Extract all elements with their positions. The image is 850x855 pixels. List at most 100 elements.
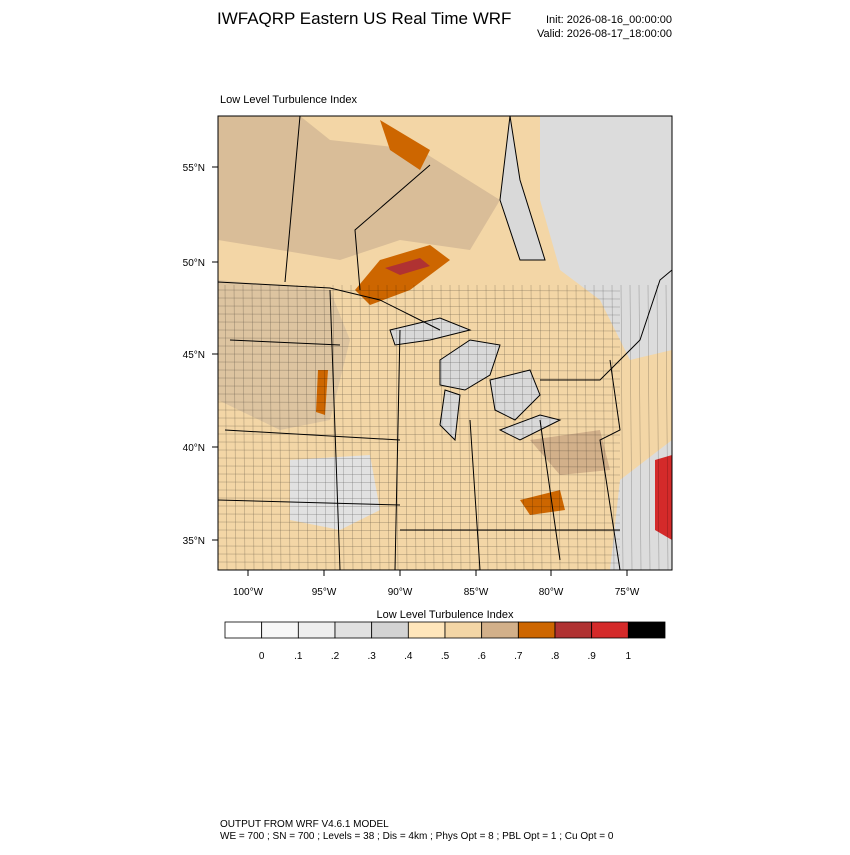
color-box	[481, 621, 519, 639]
color-box	[261, 621, 299, 639]
colorbar-label: .8	[551, 651, 560, 662]
map-axes: 55°N 50°N 45°N 40°N 35°N 100°W 95°W 90°W 85°W 80°…	[183, 163, 640, 598]
county-line	[350, 284, 354, 570]
county-line	[656, 284, 660, 570]
field-region	[290, 455, 380, 530]
county-line	[539, 284, 543, 570]
county-line	[218, 489, 621, 492]
county-line	[218, 329, 621, 332]
lon-label: 90°W	[388, 587, 413, 598]
map-frame	[217, 115, 673, 571]
county-line	[218, 361, 621, 364]
county-line	[593, 284, 597, 570]
county-line	[218, 513, 621, 516]
county-line	[218, 449, 621, 452]
county-line	[305, 284, 309, 570]
county-line	[278, 284, 282, 570]
colorbar-label: .5	[441, 651, 450, 662]
lake	[489, 369, 541, 421]
color-box	[224, 621, 263, 639]
county-line	[503, 284, 507, 570]
county-line	[218, 457, 621, 460]
field-region	[316, 370, 328, 415]
county-line	[218, 297, 621, 300]
field-region	[380, 120, 430, 170]
colorbar-label: .7	[514, 651, 523, 662]
county-line	[647, 284, 651, 570]
color-box	[407, 621, 446, 639]
county-line	[512, 284, 516, 570]
map-title: Low Level Turbulence Index	[220, 94, 357, 106]
county-line	[521, 284, 525, 570]
county-line	[485, 284, 489, 570]
county-line	[494, 284, 498, 570]
county-line	[218, 553, 621, 556]
county-line	[218, 401, 621, 404]
colorbar-title: Low Level Turbulence Index	[377, 609, 514, 621]
lon-label: 100°W	[233, 587, 264, 598]
county-line	[584, 284, 588, 570]
county-line	[269, 284, 273, 570]
county-line	[332, 284, 336, 570]
county-line	[314, 284, 318, 570]
color-box	[627, 621, 666, 639]
colorbar: 0 .1 .2 .3 .4 .5 .6 .7 .8 .9 1	[224, 621, 666, 662]
field-region	[655, 455, 672, 540]
colorbar-label: 0	[259, 651, 265, 662]
init-time: Init: 2026-08-16_00:00:00	[546, 14, 672, 26]
county-line	[602, 284, 606, 570]
county-line	[611, 284, 615, 570]
county-line	[218, 337, 621, 340]
county-line	[218, 313, 621, 316]
color-box	[554, 621, 593, 639]
color-box	[334, 621, 373, 639]
lat-label: 35°N	[183, 536, 205, 547]
lake	[439, 339, 501, 391]
colorbar-label: .2	[331, 651, 340, 662]
county-line	[218, 545, 621, 548]
county-lines	[218, 284, 669, 570]
lake	[498, 414, 562, 441]
colorbar-label: .4	[404, 651, 413, 662]
county-line	[218, 505, 621, 508]
county-line	[218, 473, 621, 476]
lon-label: 80°W	[539, 587, 564, 598]
color-box	[297, 621, 336, 639]
county-line	[218, 385, 621, 388]
county-line	[218, 561, 621, 564]
county-line	[629, 284, 633, 570]
county-line	[218, 305, 621, 308]
county-line	[296, 284, 300, 570]
county-line	[665, 284, 669, 570]
county-line	[218, 441, 621, 444]
county-line	[218, 321, 621, 324]
county-line	[323, 284, 327, 570]
field-region	[218, 116, 500, 260]
county-line	[218, 345, 621, 348]
colorbar-label: .9	[587, 651, 596, 662]
county-line	[218, 353, 621, 356]
county-line	[218, 377, 621, 380]
county-line	[218, 537, 621, 540]
field-region	[385, 258, 430, 275]
colorbar-label: .6	[477, 651, 486, 662]
field-region	[355, 245, 450, 305]
lat-label: 45°N	[183, 350, 205, 361]
county-line	[530, 284, 534, 570]
color-box	[444, 621, 483, 639]
county-line	[218, 497, 621, 500]
color-box	[371, 621, 409, 639]
lat-label: 50°N	[183, 258, 205, 269]
footer-line: WE = 700 ; SN = 700 ; Levels = 38 ; Dis …	[220, 831, 614, 842]
county-line	[218, 521, 621, 524]
county-line	[218, 481, 621, 484]
colorbar-label: .1	[294, 651, 303, 662]
color-box	[591, 621, 629, 639]
main-title: IWFAQRP Eastern US Real Time WRF	[217, 9, 511, 28]
county-line	[638, 284, 642, 570]
bay	[499, 116, 546, 261]
county-line	[548, 284, 552, 570]
lon-label: 95°W	[312, 587, 337, 598]
county-line	[575, 284, 579, 570]
